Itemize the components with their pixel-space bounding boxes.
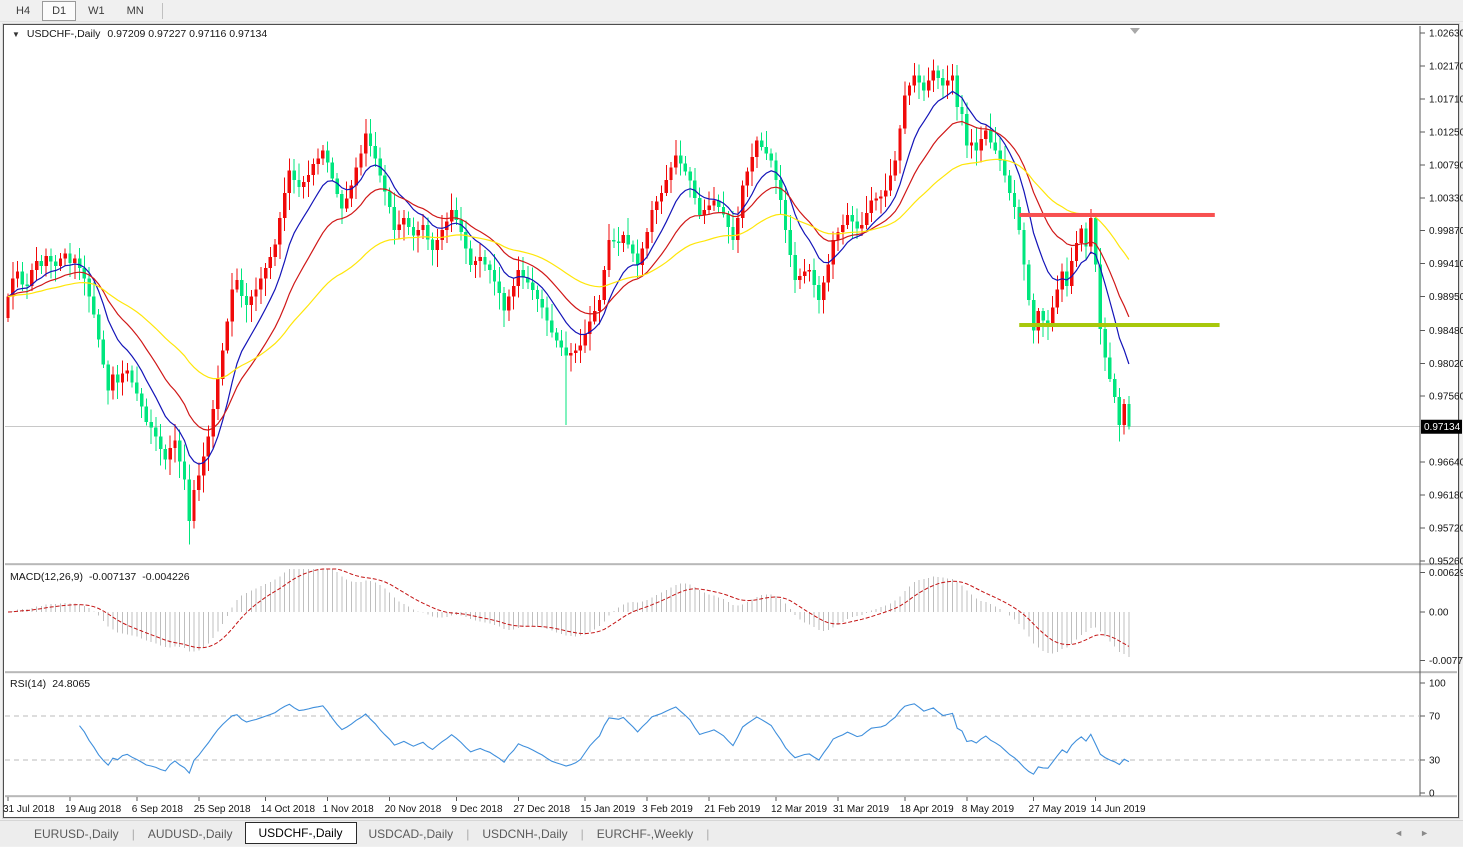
tab-usdcnh-daily[interactable]: USDCNH-,Daily xyxy=(482,826,568,841)
chart-dropdown-icon[interactable]: ▼ xyxy=(12,29,20,39)
toolbar-separator xyxy=(161,2,163,19)
tab-usdcad-daily[interactable]: USDCAD-,Daily xyxy=(368,826,454,841)
tab-separator: | xyxy=(580,826,584,841)
rsi-pane-label: RSI(14) 24.8065 xyxy=(10,678,90,690)
timeframe-button-d1[interactable]: D1 xyxy=(42,0,77,21)
tab-separator: | xyxy=(131,826,135,841)
tab-separator: | xyxy=(466,826,470,841)
rsi-value: 24.8065 xyxy=(52,678,91,690)
tab-eurusd-daily[interactable]: EURUSD-,Daily xyxy=(34,826,119,841)
chart-symbol-label: USDCHF-,Daily xyxy=(26,28,101,40)
macd-pane-label: MACD(12,26,9) -0.007137 -0.004226 xyxy=(10,571,190,583)
tab-separator: | xyxy=(706,826,710,841)
timeframe-toolbar: H4 D1 W1 MN xyxy=(0,0,1463,22)
tab-eurchf-weekly[interactable]: EURCHF-,Weekly xyxy=(596,826,694,841)
symbol-tabbar: EURUSD-,Daily | AUDUSD-,Daily USDCHF-,Da… xyxy=(0,820,1463,846)
macd-signal-value: -0.004226 xyxy=(142,571,190,583)
chart-ohlc-quote: 0.97209 0.97227 0.97116 0.97134 xyxy=(107,28,268,40)
macd-indicator-name: MACD(12,26,9) xyxy=(10,571,83,583)
tab-scroll-right-icon[interactable]: ► xyxy=(1420,828,1429,838)
chart-window xyxy=(3,24,1459,818)
tab-usdchf-daily[interactable]: USDCHF-,Daily xyxy=(244,822,357,844)
timeframe-button-h4[interactable]: H4 xyxy=(16,4,31,17)
chart-title: ▼ USDCHF-,Daily 0.97209 0.97227 0.97116 … xyxy=(12,28,267,40)
tab-scroll-left-icon[interactable]: ◄ xyxy=(1394,828,1403,838)
timeframe-button-w1[interactable]: W1 xyxy=(88,4,105,17)
macd-main-value: -0.007137 xyxy=(88,571,137,583)
timeframe-button-mn[interactable]: MN xyxy=(126,4,144,17)
rsi-indicator-name: RSI(14) xyxy=(10,678,47,690)
tab-audusd-daily[interactable]: AUDUSD-,Daily xyxy=(147,826,233,841)
